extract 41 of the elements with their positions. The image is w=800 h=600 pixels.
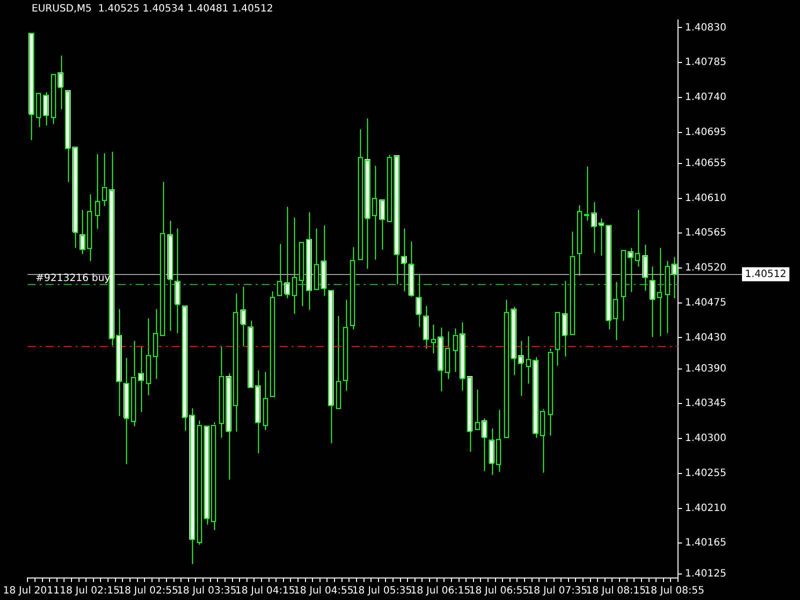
y-tick-label: 1.40345 [685,398,726,410]
x-tick-label: 18 Jul 08:15 [586,586,646,597]
x-tick-label: 18 Jul 04:55 [294,586,354,597]
x-tick-label: 18 Jul 02:55 [118,586,178,597]
y-tick-label: 1.40695 [685,126,726,138]
y-tick-label: 1.40475 [685,297,726,308]
candlestick [613,281,619,341]
x-tick-label: 18 Jul 06:15 [410,586,470,597]
y-tick-label: 1.40255 [685,468,726,479]
candlestick [423,305,429,350]
y-tick-label: 1.40655 [685,158,726,169]
candlestick [138,346,144,413]
y-tick-label: 1.40165 [685,538,726,549]
y-tick-label: 1.40390 [685,363,726,374]
x-tick-label: 18 Jul 06:55 [468,586,529,597]
y-tick-label: 1.40610 [685,192,726,204]
x-tick-label: 18 Jul 04:15 [235,586,296,597]
y-tick-label: 1.40565 [685,228,726,239]
candlestick [335,316,342,409]
y-tick-label: 1.40430 [685,332,726,344]
y-tick-label: 1.40125 [685,568,726,580]
x-tick-label: 18 Jul 2011 [2,586,60,597]
x-tick-label: 18 Jul 02:15 [60,586,120,597]
candlestick [642,244,648,291]
candlestick [372,165,378,260]
y-tick-label: 1.40740 [685,92,726,104]
x-tick-label: 18 Jul 07:35 [527,586,588,597]
y-tick-label: 1.40210 [685,502,726,514]
y-tick-label: 1.40785 [685,57,726,68]
chart-title: EURUSD,M5 1.40525 1.40534 1.40481 1.40512 [32,4,274,15]
candlestick [634,209,641,267]
y-tick-label: 1.40300 [685,433,726,444]
candlestick [43,92,49,126]
ref-line-label: 1.40512 [745,268,786,280]
x-tick-label: 18 Jul 08:55 [644,586,704,597]
x-tick-label: 18 Jul 05:35 [352,586,412,597]
x-tick-label: 18 Jul 03:35 [176,586,237,597]
y-tick-label: 1.40830 [685,22,726,34]
candlestick [306,212,312,310]
y-tick-label: 1.40520 [685,262,726,274]
candlestick [474,389,480,430]
